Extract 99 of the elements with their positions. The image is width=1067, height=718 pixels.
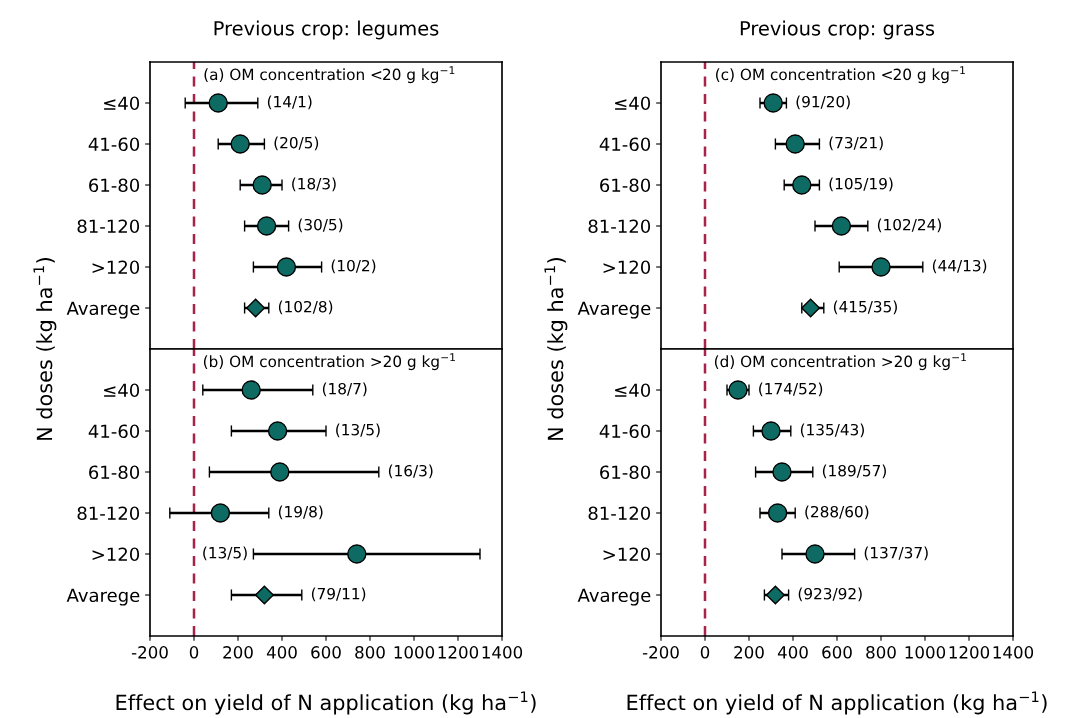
- point: [241, 380, 261, 400]
- y-tick-label: 41-60: [88, 424, 140, 439]
- y-tick-label: ≤40: [104, 96, 140, 111]
- data-label: (20/5): [274, 136, 319, 151]
- y-tick-label: 61-80: [600, 178, 651, 193]
- point: [347, 544, 367, 564]
- x-tick-label: 1200: [949, 646, 990, 659]
- point: [246, 298, 266, 318]
- chart-subtitle: (a) OM concentration <20 g kg$^{−1}$: [204, 66, 455, 84]
- point: [871, 257, 891, 277]
- data-label: (102/24): [877, 218, 941, 233]
- y-tick-label: ≤40: [104, 383, 140, 398]
- point: [801, 298, 821, 318]
- x-tick-label: -200: [131, 646, 168, 659]
- data-label: (415/35): [833, 300, 897, 315]
- x-tick-label: 1000: [394, 646, 435, 659]
- point: [254, 585, 274, 605]
- point: [765, 585, 785, 605]
- y-tick-label: >120: [92, 260, 140, 275]
- point: [763, 93, 783, 113]
- x-tick-label: 1400: [993, 646, 1034, 659]
- y-tick-label: 81-120: [588, 506, 651, 521]
- y-axis-title: N doses (kg ha$^{−1}$): [33, 257, 57, 440]
- y-tick-label: Avarege: [577, 588, 651, 606]
- data-label: (14/1): [267, 95, 312, 110]
- data-label: (91/20): [796, 95, 850, 110]
- y-tick-label: >120: [603, 260, 651, 275]
- y-tick-label: Avarege: [577, 301, 651, 319]
- y-tick-label: Avarege: [66, 588, 140, 606]
- y-tick-label: >120: [603, 547, 651, 562]
- y-axis-title: N doses (kg ha$^{−1}$): [544, 257, 568, 440]
- data-label: (102/8): [278, 300, 333, 315]
- data-label: (10/2): [331, 259, 376, 274]
- x-tick-label: -200: [642, 646, 679, 659]
- x-tick-label: 600: [311, 646, 341, 659]
- point: [276, 257, 297, 277]
- chart-subtitle: (c) OM concentration <20 g kg$^{−1}$: [716, 66, 965, 84]
- point: [767, 503, 788, 523]
- data-label: (288/60): [805, 505, 869, 520]
- point: [267, 421, 288, 441]
- x-tick-label: 1000: [905, 646, 946, 659]
- point: [785, 134, 805, 154]
- point: [761, 421, 781, 441]
- annotation: (13/5): [336, 423, 380, 438]
- y-tick-label: >120: [92, 547, 140, 562]
- data-label: (189/57): [822, 464, 886, 479]
- x-tick-label: 800: [355, 646, 385, 659]
- y-tick-label: 61-80: [89, 178, 140, 193]
- x-tick-label: 600: [822, 646, 852, 659]
- data-label: (174/52): [759, 382, 823, 397]
- data-label: (105/19): [829, 177, 893, 192]
- data-label: (923/92): [798, 587, 862, 602]
- point: [805, 544, 825, 564]
- x-tick-label: 0: [700, 646, 710, 659]
- annotation: (19/8): [278, 505, 323, 520]
- chart-subtitle: (b) OM concentration >20 g kg$^{−1}$: [203, 353, 455, 371]
- x-tick-label: 0: [189, 646, 199, 659]
- x-axis-title: Effect on yield of N application (kg ha$^{−1}$): [627, 691, 1047, 715]
- point: [230, 134, 250, 154]
- chart-title: Previous crop: grass: [740, 20, 935, 40]
- y-tick-label: ≤40: [615, 96, 651, 111]
- x-tick-label: 1400: [482, 646, 523, 659]
- x-tick-label: 800: [866, 646, 896, 659]
- data-label: (18/3): [292, 177, 336, 192]
- annotation: (18/7): [322, 382, 367, 397]
- point: [792, 175, 812, 195]
- data-label: (44/13): [932, 259, 987, 274]
- annotation: (79/11): [311, 587, 366, 602]
- data-label: (73/21): [829, 136, 883, 151]
- x-tick-label: 400: [266, 646, 297, 659]
- y-tick-label: 41-60: [88, 137, 140, 152]
- data-label: (135/43): [800, 423, 864, 438]
- x-tick-label: 400: [777, 646, 808, 659]
- y-tick-label: 41-60: [599, 137, 651, 152]
- point: [208, 93, 228, 113]
- point: [252, 175, 272, 195]
- data-label: (30/5): [298, 218, 343, 233]
- y-tick-label: 61-80: [600, 465, 651, 480]
- y-tick-label: 61-80: [89, 465, 140, 480]
- point: [831, 216, 852, 236]
- point: [256, 216, 277, 236]
- y-tick-label: Avarege: [66, 301, 140, 319]
- x-tick-label: 200: [223, 646, 253, 659]
- point: [772, 462, 792, 482]
- y-tick-label: ≤40: [615, 383, 651, 398]
- point: [210, 503, 231, 523]
- chart-subtitle: (d) OM concentration >20 g kg$^{−1}$: [714, 353, 966, 371]
- data-label: (137/37): [864, 546, 928, 561]
- annotation: (13/5): [203, 546, 247, 561]
- point: [270, 462, 290, 482]
- x-tick-label: 1200: [438, 646, 479, 659]
- x-axis-title: Effect on yield of N application (kg ha$^{−1}$): [116, 691, 536, 715]
- y-tick-label: 81-120: [77, 506, 140, 521]
- y-tick-label: 81-120: [588, 219, 651, 234]
- chart-title: Previous crop: legumes: [214, 20, 439, 40]
- y-tick-label: 41-60: [599, 424, 651, 439]
- y-tick-label: 81-120: [77, 219, 140, 234]
- annotation: (16/3): [388, 464, 433, 479]
- x-tick-label: 200: [734, 646, 764, 659]
